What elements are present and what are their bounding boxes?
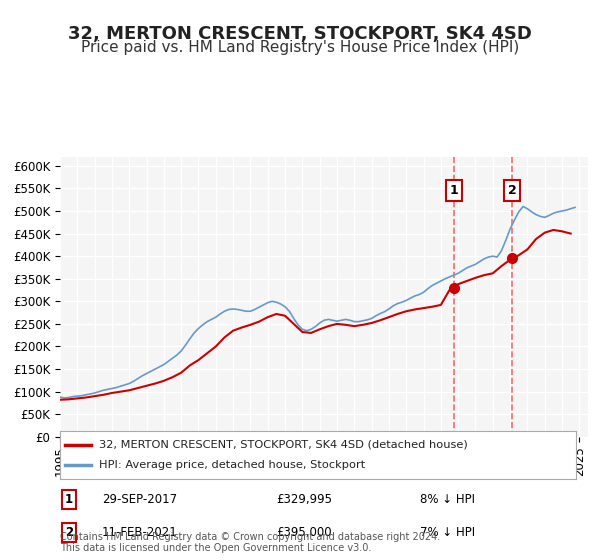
Text: Price paid vs. HM Land Registry's House Price Index (HPI): Price paid vs. HM Land Registry's House … [81, 40, 519, 55]
Text: HPI: Average price, detached house, Stockport: HPI: Average price, detached house, Stoc… [98, 460, 365, 470]
Text: Contains HM Land Registry data © Crown copyright and database right 2024.
This d: Contains HM Land Registry data © Crown c… [60, 531, 440, 553]
Text: 1: 1 [449, 184, 458, 197]
Text: 2: 2 [65, 526, 73, 539]
Text: 29-SEP-2017: 29-SEP-2017 [102, 493, 177, 506]
Text: £395,000: £395,000 [276, 526, 332, 539]
Text: 32, MERTON CRESCENT, STOCKPORT, SK4 4SD (detached house): 32, MERTON CRESCENT, STOCKPORT, SK4 4SD … [98, 440, 467, 450]
Text: 32, MERTON CRESCENT, STOCKPORT, SK4 4SD: 32, MERTON CRESCENT, STOCKPORT, SK4 4SD [68, 25, 532, 43]
Text: £329,995: £329,995 [276, 493, 332, 506]
Text: 8% ↓ HPI: 8% ↓ HPI [420, 493, 475, 506]
Text: 7% ↓ HPI: 7% ↓ HPI [420, 526, 475, 539]
Text: 11-FEB-2021: 11-FEB-2021 [102, 526, 178, 539]
Text: 1: 1 [65, 493, 73, 506]
Text: 2: 2 [508, 184, 517, 197]
